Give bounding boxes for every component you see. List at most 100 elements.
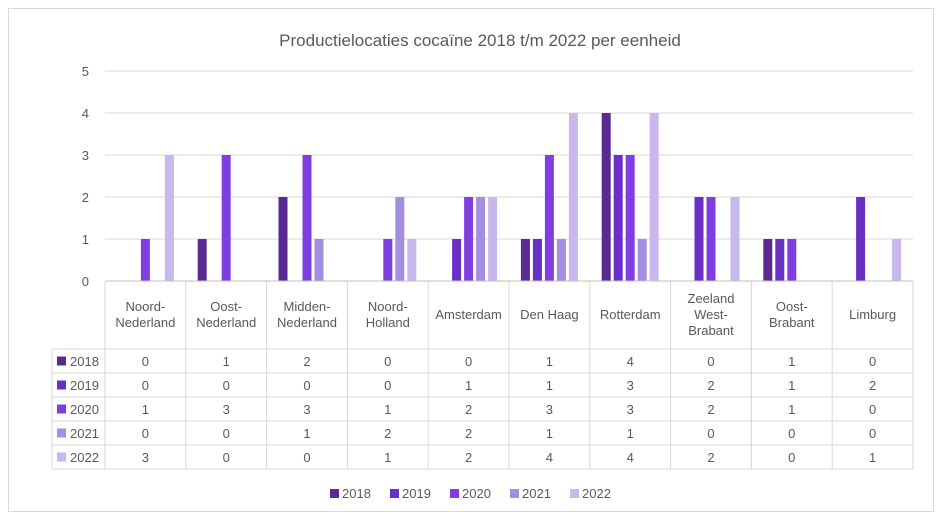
- table-cell-value: 4: [627, 354, 634, 369]
- x-tick-label-line: Brabant: [769, 315, 815, 330]
- table-cell-value: 1: [627, 426, 634, 441]
- x-tick-label: Zeeland West-Brabant: [688, 291, 735, 338]
- table-cell-value: 1: [384, 450, 391, 465]
- table-cell-value: 2: [707, 450, 714, 465]
- table-cell-value: 0: [384, 354, 391, 369]
- bar-2021: [637, 239, 647, 281]
- bar-2021: [395, 197, 405, 281]
- x-tick-label-line: Midden-: [284, 299, 331, 314]
- x-tick-label: Oost-Brabant: [769, 299, 815, 330]
- chart-frame: Productielocaties cocaïne 2018 t/m 2022 …: [8, 8, 934, 512]
- table-cell-value: 3: [142, 450, 149, 465]
- bar-2022: [649, 113, 659, 281]
- bar-2020: [544, 155, 554, 281]
- table-cell-value: 3: [303, 402, 310, 417]
- legend-label: 2018: [342, 486, 371, 501]
- table-legend-key-2021: [57, 428, 66, 438]
- y-tick-label: 1: [82, 232, 89, 247]
- bar-2022: [407, 239, 417, 281]
- bar-2019: [532, 239, 542, 281]
- x-tick-label: Midden-Nederland: [277, 299, 337, 330]
- x-tick-label-line: Den Haag: [520, 307, 579, 322]
- bar-2019: [613, 155, 623, 281]
- table-cell-value: 1: [788, 354, 795, 369]
- bar-2020: [221, 155, 231, 281]
- table-series-label: 2020: [70, 402, 99, 417]
- table-cell-value: 1: [142, 402, 149, 417]
- y-tick-label: 0: [82, 274, 89, 289]
- x-tick-label-line: Nederland: [277, 315, 337, 330]
- x-tick-label: Noord-Holland: [366, 299, 410, 330]
- bar-2022: [488, 197, 498, 281]
- table-cell-value: 4: [627, 450, 634, 465]
- table-cell-value: 3: [546, 402, 553, 417]
- table-series-label: 2022: [70, 450, 99, 465]
- legend-key-2019: [390, 489, 399, 498]
- data-table: Noord-NederlandOost-NederlandMidden-Nede…: [51, 280, 914, 470]
- table-cell-value: 1: [546, 426, 553, 441]
- y-tick-label: 5: [82, 64, 89, 79]
- bar-chart: Productielocaties cocaïne 2018 t/m 2022 …: [51, 31, 914, 501]
- bars: [140, 113, 902, 281]
- chart-title: Productielocaties cocaïne 2018 t/m 2022 …: [279, 31, 681, 50]
- table-cell-value: 2: [384, 426, 391, 441]
- bar-2019: [856, 197, 866, 281]
- bar-2020: [302, 155, 312, 281]
- y-tick-label: 3: [82, 148, 89, 163]
- y-axis: 0 1 2 3 4 5: [82, 64, 89, 289]
- table-cell-value: 2: [869, 378, 876, 393]
- bar-2018: [197, 239, 207, 281]
- table-cell-value: 0: [142, 354, 149, 369]
- legend-key-2021: [510, 489, 519, 498]
- bar-2019: [452, 239, 462, 281]
- bar-2019: [694, 197, 704, 281]
- table-series-label: 2021: [70, 426, 99, 441]
- table-cell-value: 0: [223, 450, 230, 465]
- x-tick-label: Den Haag: [520, 307, 579, 322]
- y-tick-label: 2: [82, 190, 89, 205]
- table-cell-value: 0: [223, 378, 230, 393]
- table-cell-value: 0: [788, 426, 795, 441]
- legend-label: 2019: [402, 486, 431, 501]
- x-tick-label-line: Rotterdam: [600, 307, 661, 322]
- table-cell-value: 0: [869, 426, 876, 441]
- table-cell-value: 0: [303, 378, 310, 393]
- table-cell-value: 3: [223, 402, 230, 417]
- table-cell-value: 0: [303, 450, 310, 465]
- legend-key-2022: [570, 489, 579, 498]
- bar-2018: [763, 239, 773, 281]
- table-cell-value: 0: [869, 402, 876, 417]
- table-series-label: 2018: [70, 354, 99, 369]
- legend-label: 2020: [462, 486, 491, 501]
- bar-2020: [140, 239, 150, 281]
- x-tick-label-line: Noord-: [126, 299, 166, 314]
- x-tick-label-line: Oost-: [776, 299, 808, 314]
- x-tick-label: Noord-Nederland: [115, 299, 175, 330]
- table-cell-value: 1: [869, 450, 876, 465]
- bar-2020: [787, 239, 797, 281]
- table-cell-value: 0: [788, 450, 795, 465]
- table-cell-value: 3: [627, 402, 634, 417]
- table-cell-value: 1: [788, 402, 795, 417]
- table-legend-key-2019: [57, 380, 66, 390]
- table-cell-value: 0: [869, 354, 876, 369]
- x-tick-label-line: Amsterdam: [435, 307, 501, 322]
- bar-2019: [775, 239, 785, 281]
- x-tick-label: Amsterdam: [435, 307, 501, 322]
- y-tick-label: 4: [82, 106, 89, 121]
- table-cell-value: 0: [707, 354, 714, 369]
- bar-2020: [383, 239, 393, 281]
- bar-2018: [520, 239, 530, 281]
- table-legend-key-2022: [57, 452, 66, 462]
- x-tick-label-line: Nederland: [196, 315, 256, 330]
- legend-key-2018: [330, 489, 339, 498]
- x-tick-label: Oost-Nederland: [196, 299, 256, 330]
- table-series-label: 2019: [70, 378, 99, 393]
- table-cell-value: 2: [707, 402, 714, 417]
- table-legend-key-2018: [57, 356, 66, 366]
- bar-2020: [464, 197, 474, 281]
- x-tick-label-line: Oost-: [210, 299, 242, 314]
- legend: 2018 2019 2020 2021 2022: [330, 486, 611, 501]
- legend-label: 2022: [582, 486, 611, 501]
- table-legend-key-2020: [57, 404, 66, 414]
